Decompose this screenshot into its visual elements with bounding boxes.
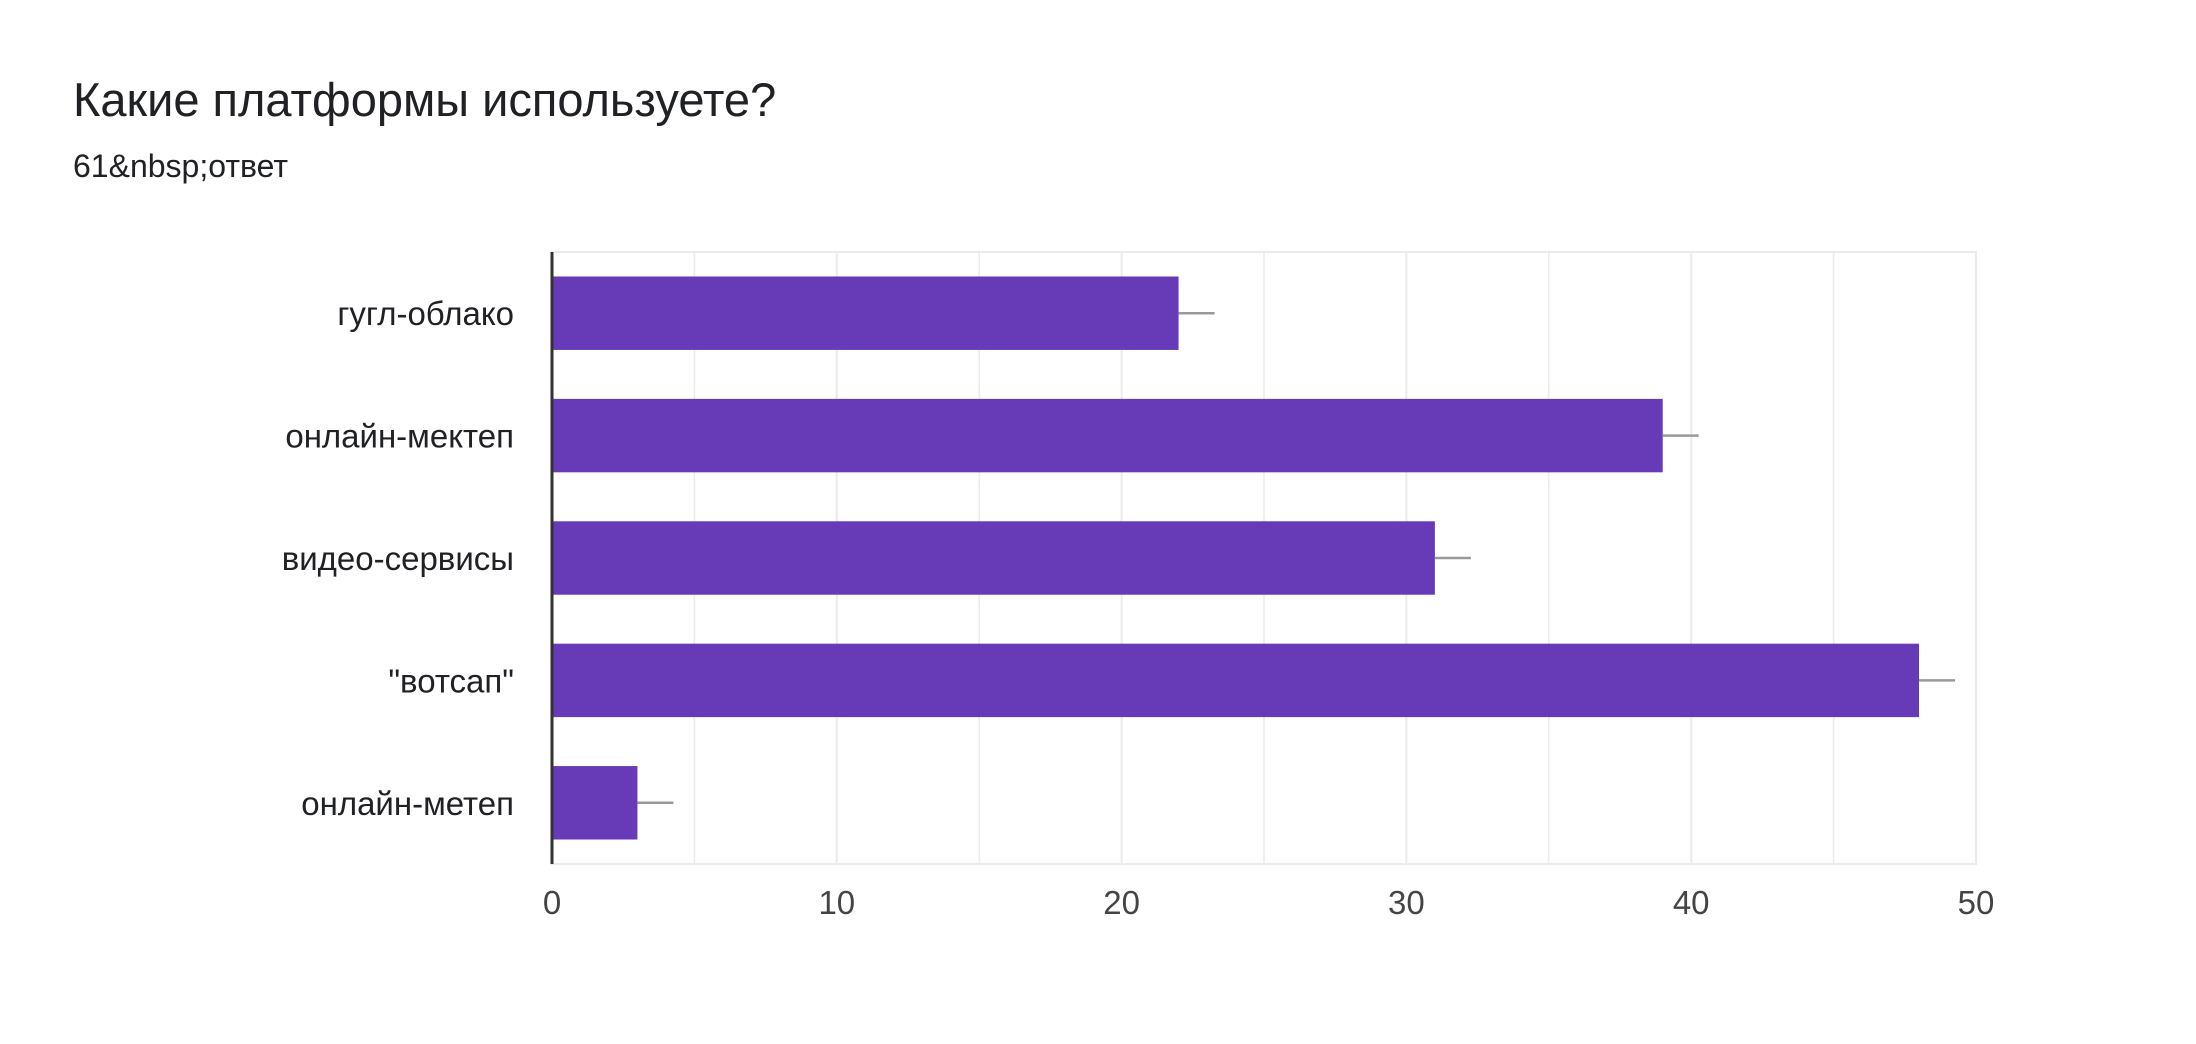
bars — [552, 276, 1920, 840]
bar — [552, 276, 1179, 350]
bar — [552, 766, 638, 840]
error-bars — [637, 311, 1956, 805]
category-label: видео-сервисы — [282, 540, 514, 577]
category-label: гугл-облако — [337, 295, 514, 332]
x-tick-label: 0 — [543, 884, 561, 921]
x-tick-label: 50 — [1958, 884, 1995, 921]
category-labels: гугл-облако онлайн-мектеп видео-сервисы "во… — [282, 295, 514, 822]
bar — [552, 398, 1663, 473]
x-tick-label: 10 — [818, 884, 855, 921]
category-label: "вотсап" — [388, 662, 514, 699]
x-tick-labels: 0 10 20 30 40 50 — [543, 884, 1995, 921]
x-tick-label: 40 — [1673, 884, 1710, 921]
x-tick-label: 20 — [1103, 884, 1140, 921]
bar — [552, 643, 1920, 718]
category-label: онлайн-мектеп — [285, 418, 514, 455]
x-tick-label: 30 — [1388, 884, 1425, 921]
category-label: онлайн-метеп — [301, 785, 514, 822]
response-count: 61&nbsp;ответ — [73, 148, 288, 184]
chart-title: Какие платформы используете? — [73, 73, 777, 126]
bar — [552, 521, 1435, 595]
